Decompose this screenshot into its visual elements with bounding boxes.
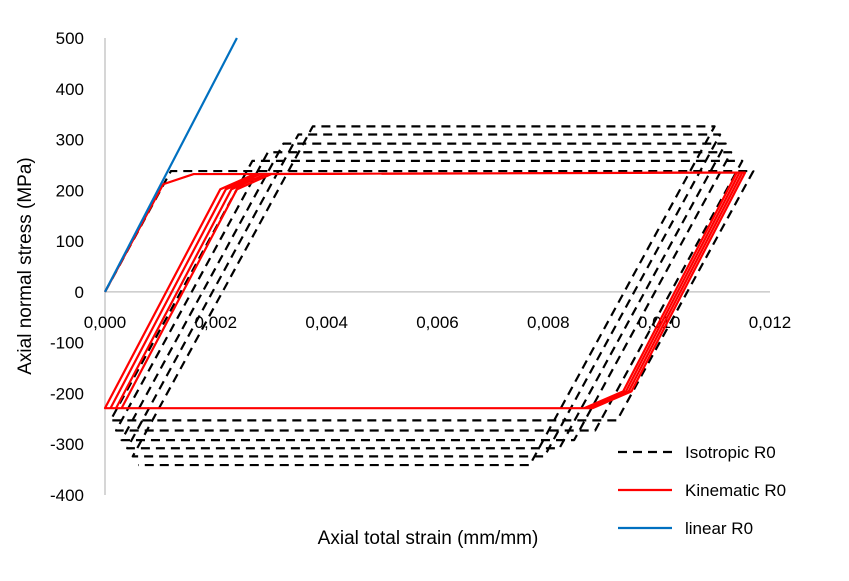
x-tick-label: 0,008 — [527, 313, 570, 332]
series-line-kinematic-r0 — [103, 171, 747, 410]
axes: 500 400 300 200 100 0 -100 -200 -300 -400 0,000 0,0… — [50, 29, 791, 505]
y-tick-label: 300 — [56, 131, 84, 150]
x-axis-label: Axial total strain (mm/mm) — [318, 528, 539, 549]
legend: Isotropic R0 Kinematic R0 linear R0 — [618, 443, 786, 538]
x-tick-label: 0,004 — [305, 313, 348, 332]
series-line-linear-r0 — [104, 37, 238, 293]
y-tick-label: 0 — [75, 283, 84, 302]
x-tick-label: 0,006 — [416, 313, 459, 332]
series-line-isotropic-r0 — [104, 125, 755, 467]
y-tick-label: -400 — [50, 486, 84, 505]
x-tick-label: 0,012 — [749, 313, 792, 332]
y-tick-label: 500 — [56, 29, 84, 48]
legend-label: Kinematic R0 — [685, 481, 786, 500]
y-tick-label: 100 — [56, 232, 84, 251]
legend-label: Isotropic R0 — [685, 443, 776, 462]
series-group — [103, 37, 755, 467]
x-tick-label: 0,002 — [195, 313, 238, 332]
y-tick-label: -300 — [50, 435, 84, 454]
legend-label: linear R0 — [685, 519, 753, 538]
y-axis-label: Axial normal stress (MPa) — [15, 157, 36, 375]
y-tick-label: 200 — [56, 181, 84, 200]
y-tick-label: -200 — [50, 384, 84, 403]
x-tick-label: 0,000 — [84, 313, 127, 332]
y-tick-label: 400 — [56, 80, 84, 99]
y-tick-label: -100 — [50, 334, 84, 353]
